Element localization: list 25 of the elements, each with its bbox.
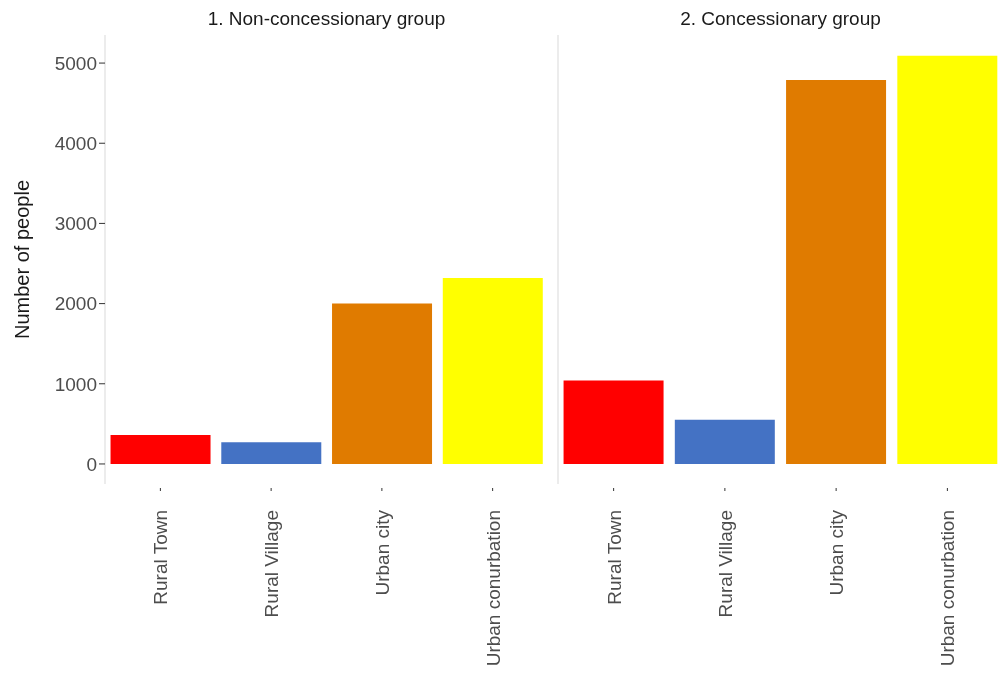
bar <box>442 277 543 464</box>
x-tick-label: Rural Village <box>261 510 283 618</box>
x-tick-label: Rural Village <box>714 510 736 618</box>
y-tick-label: 5000 <box>54 52 97 74</box>
x-tick-label: Urban conurbation <box>937 510 959 667</box>
bar <box>897 55 998 464</box>
y-tick-label: 2000 <box>54 293 97 315</box>
bar <box>563 380 664 464</box>
bar <box>786 79 887 464</box>
x-tick-label: Urban city <box>371 509 393 596</box>
y-tick-label: 1000 <box>54 373 97 395</box>
y-tick-label: 0 <box>86 453 97 475</box>
y-tick-label: 3000 <box>54 213 97 235</box>
x-tick-label: Urban conurbation <box>482 510 504 667</box>
y-axis-title: Number of people <box>11 180 34 339</box>
x-tick-label: Rural Town <box>603 510 625 605</box>
chart-title: 1. Non-concessionary group <box>206 8 447 30</box>
x-tick-label: Urban city <box>826 509 848 596</box>
bar <box>221 442 322 464</box>
bar <box>332 303 433 464</box>
y-tick-label: 4000 <box>54 132 97 154</box>
x-tick-label: Rural Town <box>150 510 172 605</box>
chart-title: 2. Concessionary group <box>679 8 882 30</box>
bar <box>110 435 211 464</box>
bar <box>674 419 775 464</box>
